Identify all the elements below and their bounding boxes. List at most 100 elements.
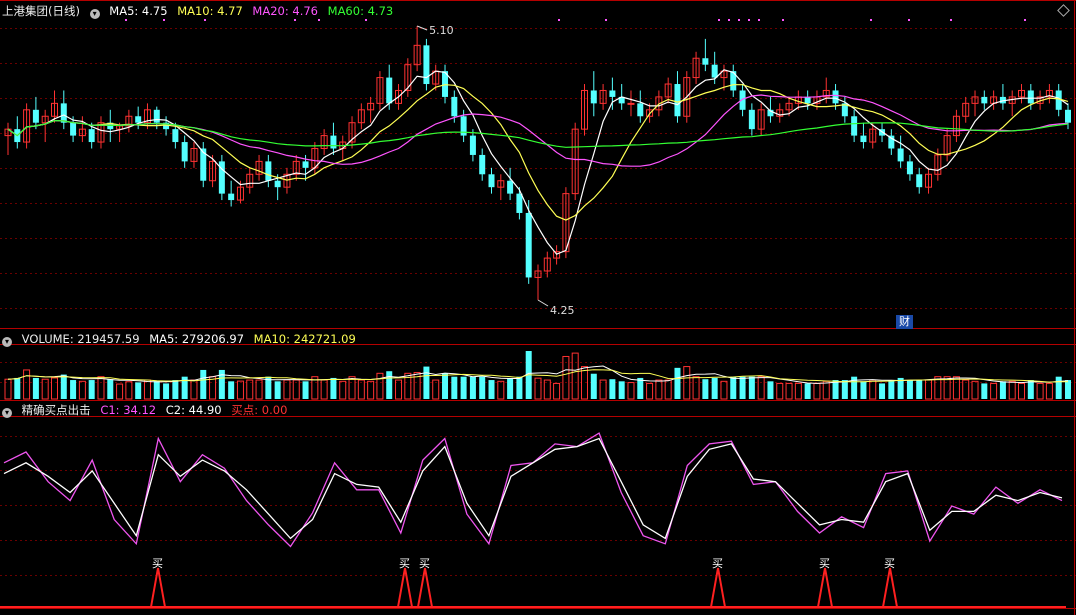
- volume-bar: [88, 380, 95, 399]
- volume-bar: [404, 372, 412, 400]
- candle-body: [265, 161, 272, 181]
- marker-dot: [870, 19, 872, 21]
- volume-bar: [460, 376, 467, 399]
- buy-spike: [817, 567, 833, 608]
- candle-body: [386, 77, 393, 104]
- candle-body: [739, 90, 746, 110]
- candle-body: [469, 135, 476, 155]
- ma10-line: [7, 84, 1069, 221]
- indicator-lines: [3, 432, 1063, 548]
- volume-bar: [692, 376, 700, 400]
- buy-mark: 买: [884, 557, 895, 570]
- ma5-label: MA5: 4.75: [109, 4, 168, 18]
- volume-bar: [618, 381, 625, 399]
- candle-body: [302, 161, 309, 168]
- volume-bar: [711, 377, 718, 399]
- volume-bar: [78, 380, 86, 400]
- candle-body: [404, 64, 412, 91]
- volume-bar: [599, 379, 607, 400]
- volume-bar: [516, 376, 523, 399]
- c2-line: [3, 437, 1063, 540]
- expand-icon[interactable]: ▾: [2, 408, 12, 418]
- candle-body: [218, 161, 225, 194]
- marker-dot: [718, 19, 720, 21]
- candle-body: [78, 128, 86, 137]
- volume-bar: [228, 381, 235, 399]
- volume-bar: [962, 379, 970, 400]
- volume-bar: [311, 376, 319, 400]
- candle-body: [507, 180, 514, 194]
- volume-bar: [1036, 382, 1044, 400]
- volume-bar: [646, 382, 654, 400]
- volume-bar: [246, 379, 254, 400]
- volume-bar: [739, 376, 746, 399]
- buy-spike: [417, 567, 433, 608]
- marker-dot: [318, 19, 320, 21]
- candle-body: [274, 180, 281, 188]
- candle-body: [497, 180, 505, 188]
- candle-body: [172, 129, 179, 143]
- candle-body: [163, 122, 170, 130]
- candle-body: [934, 154, 942, 175]
- candle-body: [488, 174, 495, 188]
- volume-bar: [571, 352, 579, 400]
- candle-body: [851, 116, 858, 136]
- volume-bar: [702, 379, 709, 399]
- volume-bar: [41, 378, 49, 400]
- buy-mark: 买: [819, 557, 830, 570]
- volume-bar: [553, 382, 561, 400]
- candle-body: [283, 173, 291, 188]
- volume-bar: [107, 379, 114, 399]
- candle-body: [143, 109, 151, 124]
- finance-badge[interactable]: 财: [896, 315, 913, 329]
- volume-bar: [822, 380, 830, 400]
- volume-bar: [804, 383, 811, 399]
- volume-bar: [367, 380, 375, 400]
- candle-body: [534, 270, 542, 278]
- volume-label: VOLUME: 219457.59: [21, 332, 140, 346]
- volume-bar: [451, 376, 458, 399]
- volume-bar: [135, 382, 142, 399]
- volume-bar: [627, 382, 635, 400]
- candle-body: [767, 109, 774, 117]
- volume-bar: [1018, 382, 1026, 400]
- expand-icon[interactable]: ▾: [89, 9, 100, 19]
- candle-body: [674, 84, 681, 117]
- candle-body: [757, 109, 765, 130]
- volume-bar: [181, 376, 188, 399]
- candle-body: [627, 102, 635, 105]
- candle-body: [1065, 109, 1071, 123]
- volume-bar: [50, 377, 58, 400]
- volume-bar: [488, 380, 495, 399]
- candle-body: [153, 109, 160, 123]
- volume-bar: [125, 381, 133, 400]
- buy-spike: [882, 567, 898, 608]
- candle-body: [646, 109, 654, 117]
- candle-body: [460, 116, 467, 136]
- volume-bar: [1065, 380, 1071, 399]
- expand-icon[interactable]: ▾: [2, 337, 12, 347]
- candle-body: [906, 161, 913, 175]
- volume-bar: [4, 378, 12, 400]
- candle-body: [423, 45, 430, 85]
- volume-bar: [664, 379, 672, 400]
- volume-bars: [4, 351, 1071, 400]
- candle-body: [952, 115, 960, 137]
- volume-bar: [888, 380, 895, 399]
- volume-bar: [534, 377, 542, 400]
- marker-dot: [558, 19, 560, 21]
- buy-mark: 买: [419, 557, 430, 570]
- candle-body: [246, 173, 254, 188]
- volume-bar: [813, 382, 821, 400]
- candle-body: [637, 103, 644, 117]
- volume-bar: [386, 371, 393, 399]
- volume-bar: [590, 373, 597, 399]
- volume-bar: [609, 379, 616, 399]
- candle-body: [41, 115, 49, 124]
- grid-lines: [0, 19, 1076, 576]
- c1-label: C1: 34.12: [100, 403, 157, 417]
- marker-dot: [908, 19, 910, 21]
- volume-bar: [153, 381, 160, 399]
- volume-bar: [70, 380, 77, 399]
